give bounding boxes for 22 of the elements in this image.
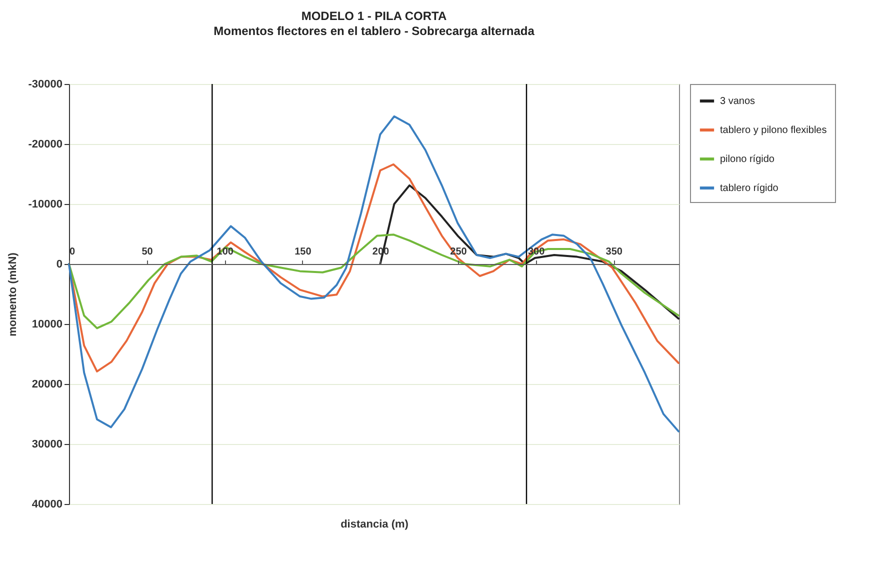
y-tick-label: 40000: [32, 498, 62, 510]
y-tick-label: -20000: [28, 138, 62, 150]
legend-label: tablero y pilono flexibles: [720, 125, 827, 136]
y-tick-label: -10000: [28, 198, 62, 210]
y-tick-label: 0: [56, 258, 62, 270]
x-tick-label: 50: [142, 246, 154, 258]
legend-label: tablero rígido: [720, 183, 779, 194]
legend-label: pilono rígido: [720, 154, 775, 165]
y-tick-label: 20000: [32, 378, 62, 390]
x-axis-title: distancia (m): [340, 518, 409, 530]
legend-label: 3 vanos: [720, 96, 756, 107]
line-series: [68, 115, 680, 432]
x-tick-label: 150: [294, 246, 312, 258]
y-tick-label: 30000: [32, 438, 62, 450]
x-tick-label: 0: [70, 246, 76, 258]
x-tick-label: 350: [606, 246, 623, 258]
line-series: [68, 234, 680, 330]
chart-subtitle: Momentos flectores en el tablero - Sobrecarga alternada: [214, 24, 535, 38]
chart-title: MODELO 1 - PILA CORTA: [301, 9, 447, 23]
y-tick-label: -30000: [28, 78, 62, 90]
y-axis-title: momento (mkN): [7, 252, 20, 336]
y-tick-label: 10000: [32, 318, 62, 330]
